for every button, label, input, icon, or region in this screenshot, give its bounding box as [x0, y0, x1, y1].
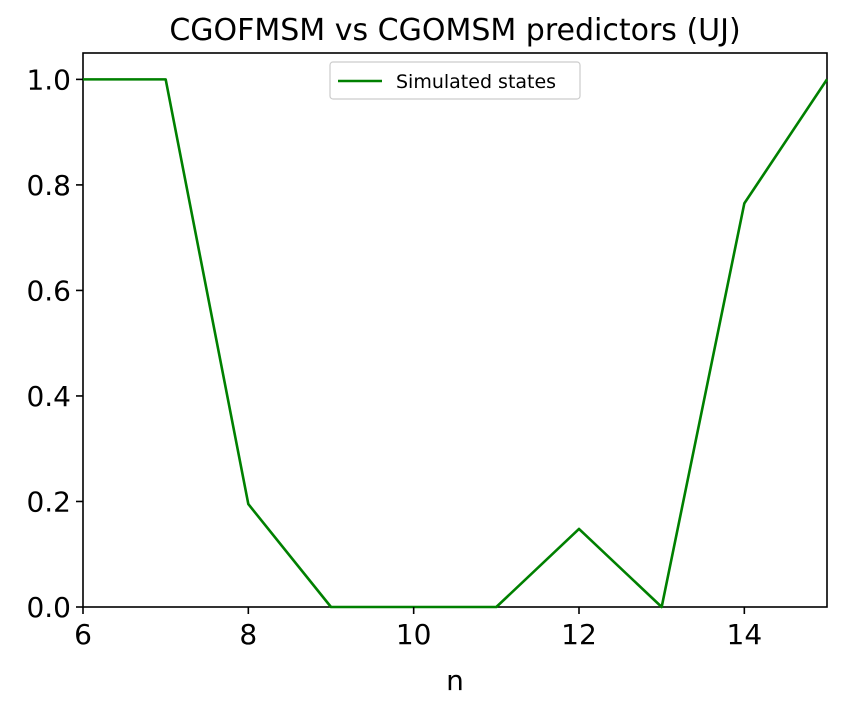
legend-box [329, 61, 581, 100]
y-tick-label-4: 0.8 [26, 169, 71, 202]
legend: Simulated states [329, 61, 581, 100]
x-tick-label-3: 12 [561, 618, 597, 651]
y-tick-label-3: 0.6 [26, 274, 71, 307]
y-tick-label-5: 1.0 [26, 63, 71, 96]
y-tick-label-1: 0.2 [26, 485, 71, 518]
series-line-0 [83, 78, 829, 609]
x-tick-label-1: 8 [239, 618, 257, 651]
x-axis-ticks: 6 8 10 12 14 [74, 607, 762, 651]
legend-entry-simulated-states: Simulated states [396, 71, 556, 93]
y-tick-label-2: 0.4 [26, 380, 71, 413]
x-tick-label-2: 10 [396, 618, 432, 651]
chart-title: CGOFMSM vs CGOMSM predictors (UJ) [169, 13, 740, 48]
x-axis-label: n [446, 664, 464, 697]
series-layer [82, 78, 829, 609]
plot-area [82, 52, 829, 609]
x-tick-label-0: 6 [74, 618, 92, 651]
plot-frame [82, 52, 828, 608]
y-axis-ticks: 0.0 0.2 0.4 0.6 0.8 1.0 [26, 63, 83, 624]
x-tick-label-4: 14 [727, 618, 763, 651]
y-tick-label-0: 0.0 [26, 591, 71, 624]
